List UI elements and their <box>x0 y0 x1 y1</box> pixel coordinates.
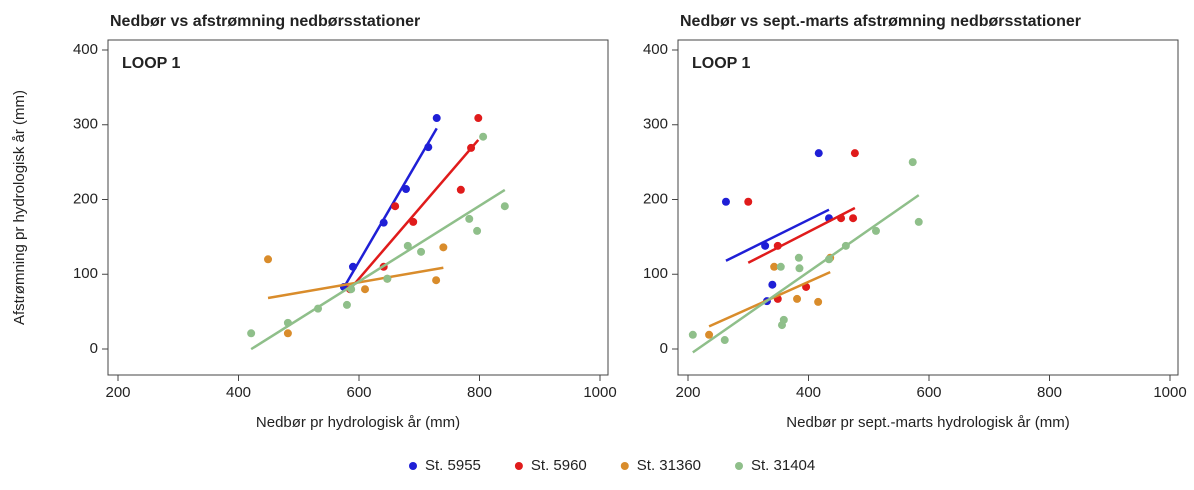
scatter-point <box>314 304 323 313</box>
legend-label: St. 31360 <box>637 457 701 474</box>
scatter-point <box>283 318 292 327</box>
scatter-point <box>768 280 777 289</box>
legend-label: St. 5955 <box>425 457 481 474</box>
scatter-point <box>417 247 426 256</box>
plot-frame <box>677 39 1179 376</box>
y-tick-label: 300 <box>643 116 668 133</box>
plot-frame <box>107 39 609 376</box>
y-tick-label: 400 <box>643 41 668 58</box>
trend-line <box>725 208 830 262</box>
scatter-point <box>779 315 788 324</box>
scatter-point <box>264 255 273 264</box>
scatter-point <box>283 329 292 338</box>
scatter-point <box>871 226 880 235</box>
x-axis-label: Nedbør pr hydrologisk år (mm) <box>256 414 460 431</box>
scatter-point <box>247 329 256 338</box>
scatter-point <box>439 243 448 252</box>
y-tick-label: 0 <box>660 340 668 357</box>
scatter-point <box>474 114 483 123</box>
scatter-point <box>479 132 488 141</box>
x-tick-label: 400 <box>796 384 821 401</box>
trend-line <box>692 194 920 354</box>
scatter-point <box>721 197 730 206</box>
x-tick-label: 400 <box>226 384 251 401</box>
scatter-point <box>467 143 476 152</box>
scatter-point <box>770 262 779 271</box>
x-tick-label: 800 <box>1037 384 1062 401</box>
scatter-point <box>347 285 356 294</box>
chart-title: Nedbør vs afstrømning nedbørsstationer <box>110 13 420 30</box>
legend-marker <box>735 462 743 470</box>
legend-label: St. 5960 <box>531 457 587 474</box>
scatter-point <box>814 297 823 306</box>
scatter-point <box>465 214 474 223</box>
scatter-point <box>795 264 804 273</box>
scatter-point <box>744 197 753 206</box>
y-tick-label: 100 <box>73 265 98 282</box>
scatter-point <box>720 336 729 345</box>
scatter-point <box>379 218 388 227</box>
scatter-point <box>409 217 418 226</box>
scatter-point <box>849 214 858 223</box>
y-tick-label: 0 <box>90 340 98 357</box>
chart-title: Nedbør vs sept.-marts afstrømning nedbør… <box>680 13 1081 30</box>
scatter-point <box>473 226 482 235</box>
scatter-point <box>914 217 923 226</box>
y-tick-label: 300 <box>73 116 98 133</box>
scatter-point <box>850 149 859 158</box>
x-tick-label: 200 <box>675 384 700 401</box>
y-tick-label: 100 <box>643 265 668 282</box>
annotation: LOOP 1 <box>122 55 180 72</box>
x-axis-label: Nedbør pr sept.-marts hydrologisk år (mm… <box>786 414 1069 431</box>
scatter-point <box>824 255 833 264</box>
legend-label: St. 31404 <box>751 457 815 474</box>
scatter-point <box>776 262 785 271</box>
scatter-point <box>391 202 400 211</box>
scatter-point <box>424 143 433 152</box>
legend-marker <box>620 462 629 470</box>
scatter-point <box>688 330 697 339</box>
x-tick-label: 200 <box>105 384 130 401</box>
x-tick-label: 600 <box>916 384 941 401</box>
y-tick-label: 200 <box>643 190 668 207</box>
scatter-point <box>432 114 441 123</box>
scatter-point <box>837 214 846 223</box>
scatter-point <box>348 262 357 271</box>
y-tick-label: 400 <box>73 41 98 58</box>
scatter-point <box>456 185 465 194</box>
legend-marker <box>409 462 417 470</box>
y-tick-label: 200 <box>73 190 98 207</box>
trend-line <box>250 188 506 351</box>
x-tick-label: 800 <box>467 384 492 401</box>
scatter-point <box>401 185 410 194</box>
scatter-point <box>841 241 850 250</box>
y-axis-label: Afstrømning pr hydrologisk år (mm) <box>11 90 28 325</box>
scatter-point <box>908 158 917 167</box>
x-tick-label: 600 <box>346 384 371 401</box>
scatter-point <box>500 202 509 211</box>
x-tick-label: 1000 <box>1153 384 1186 401</box>
scatter-point <box>793 294 802 303</box>
trend-line <box>342 127 438 289</box>
scatter-point <box>794 253 803 262</box>
scatter-point <box>342 300 351 309</box>
scatter-point <box>432 276 441 285</box>
scatter-point <box>705 330 714 339</box>
trend-line <box>349 139 480 290</box>
scatter-point <box>383 274 392 283</box>
scatter-point <box>773 241 782 250</box>
annotation: LOOP 1 <box>692 55 750 72</box>
legend-marker <box>514 462 523 470</box>
scatter-point <box>361 285 370 294</box>
scatter-point <box>403 241 412 250</box>
trend-line <box>747 206 856 264</box>
x-tick-label: 1000 <box>583 384 616 401</box>
scatter-point <box>761 241 770 250</box>
scatter-point <box>814 149 823 158</box>
